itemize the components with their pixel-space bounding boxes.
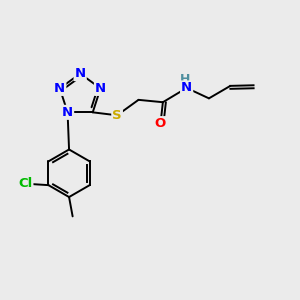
Text: S: S [112, 109, 122, 122]
Text: Cl: Cl [18, 177, 32, 190]
Text: N: N [54, 82, 65, 95]
Text: N: N [181, 82, 192, 94]
Text: N: N [62, 106, 73, 119]
Text: N: N [95, 82, 106, 95]
Text: N: N [75, 67, 86, 80]
Text: H: H [179, 73, 190, 86]
Text: O: O [155, 117, 166, 130]
